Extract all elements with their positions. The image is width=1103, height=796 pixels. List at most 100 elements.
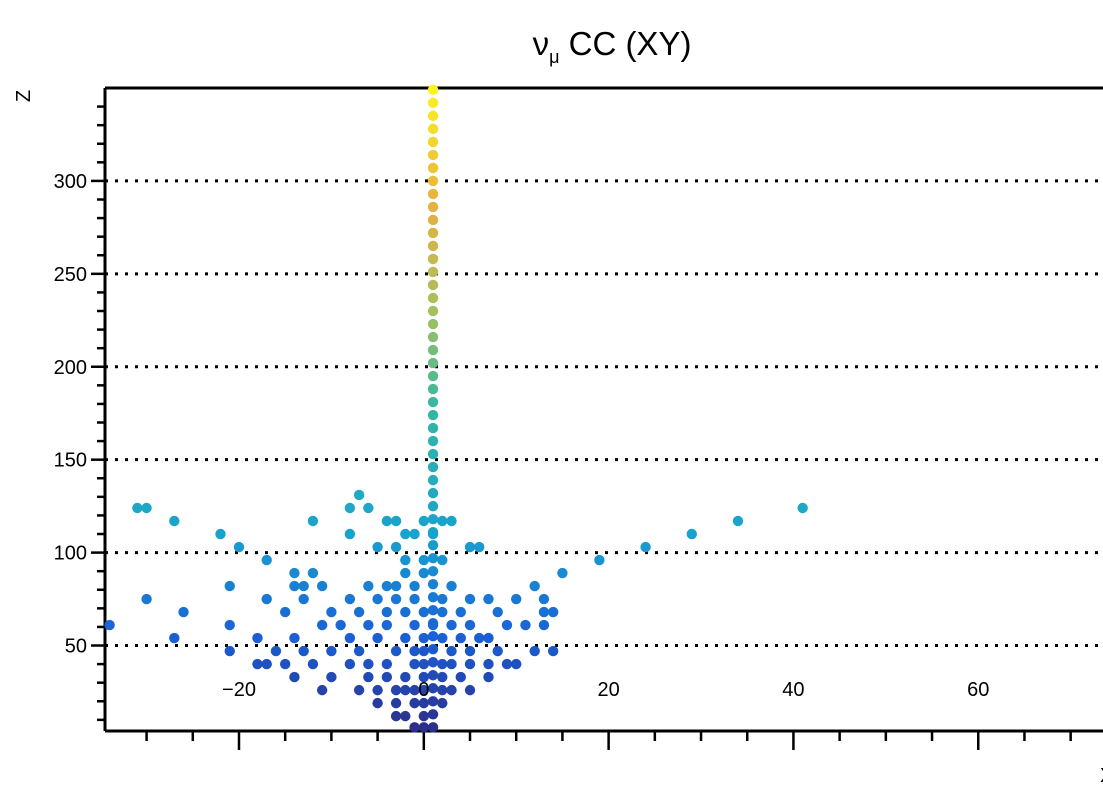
scatter-point xyxy=(400,710,411,722)
scatter-point xyxy=(418,567,430,579)
scatter-point xyxy=(427,513,439,525)
x-tick-label-40: 40 xyxy=(782,679,804,701)
scatter-point xyxy=(427,136,439,148)
scatter-point xyxy=(409,697,420,709)
scatter-point xyxy=(390,645,402,657)
scatter-point xyxy=(409,580,420,592)
scatter-point xyxy=(446,684,457,696)
scatter-point xyxy=(381,658,393,670)
scatter-point xyxy=(363,619,374,631)
scatter-point xyxy=(547,606,559,618)
scatter-point xyxy=(464,645,476,657)
scatter-point xyxy=(372,593,383,605)
scatter-point xyxy=(169,632,180,644)
scatter-point xyxy=(520,619,531,631)
scatter-point xyxy=(427,422,439,434)
scatter-point xyxy=(464,541,476,553)
scatter-point xyxy=(178,606,189,618)
scatter-point xyxy=(326,671,337,683)
scatter-point xyxy=(594,554,605,566)
scatter-point xyxy=(446,658,457,670)
scatter-point xyxy=(427,487,439,499)
scatter-point xyxy=(437,632,448,644)
scatter-point xyxy=(427,162,439,174)
scatter-point xyxy=(233,541,245,553)
scatter-point xyxy=(409,593,420,605)
scatter-point xyxy=(400,632,411,644)
scatter-point xyxy=(418,697,430,709)
scatter-point xyxy=(529,645,540,657)
scatter-point xyxy=(390,515,402,527)
scatter-point xyxy=(104,619,115,631)
scatter-point xyxy=(427,565,439,577)
scatter-point xyxy=(538,593,550,605)
scatter-point xyxy=(427,631,439,642)
scatter-point xyxy=(381,606,393,618)
y-tick-label-200: 200 xyxy=(54,357,87,379)
scatter-point xyxy=(298,580,309,592)
scatter-point xyxy=(363,671,374,683)
y-tick-label-250: 250 xyxy=(54,264,87,286)
scatter-point xyxy=(437,684,448,696)
scatter-point xyxy=(307,515,319,527)
scatter-point xyxy=(501,658,513,670)
scatter-point xyxy=(538,619,550,631)
scatter-point xyxy=(446,645,457,657)
scatter-point xyxy=(427,84,439,96)
scatter-point xyxy=(538,606,550,618)
scatter-point xyxy=(390,593,402,605)
scatter-point xyxy=(316,684,328,696)
scatter-point xyxy=(224,645,235,657)
scatter-point xyxy=(427,331,439,343)
scatter-point xyxy=(686,528,697,540)
scatter-point xyxy=(427,175,439,187)
scatter-point xyxy=(400,554,411,566)
scatter-point xyxy=(455,632,466,644)
tick-labels: 50 100 150 200 250 300 −20 0 20 40 60 xyxy=(54,171,990,701)
scatter-point xyxy=(400,567,411,579)
data-points xyxy=(104,84,808,733)
scatter-point xyxy=(427,644,439,655)
scatter-point xyxy=(464,658,476,670)
x-axis-title: X xyxy=(1100,765,1103,787)
scatter-point xyxy=(427,528,439,540)
y-axis-title: Z xyxy=(13,90,35,102)
scatter-point xyxy=(427,709,439,720)
scatter-point xyxy=(427,370,439,382)
axes xyxy=(91,86,1103,750)
y-tick-label-300: 300 xyxy=(54,171,87,193)
scatter-point xyxy=(252,658,263,670)
scatter-point xyxy=(298,593,309,605)
scatter-point xyxy=(427,539,439,551)
scatter-point xyxy=(326,606,337,618)
scatter-point xyxy=(390,580,402,592)
scatter-point xyxy=(289,671,300,683)
scatter-point xyxy=(427,266,439,278)
scatter-point xyxy=(732,515,744,527)
scatter-point xyxy=(427,500,439,512)
scatter-point xyxy=(455,606,466,618)
scatter-point xyxy=(483,632,494,644)
scatter-point xyxy=(427,435,439,447)
scatter-point xyxy=(344,658,356,670)
scatter-point xyxy=(141,502,152,514)
scatter-point xyxy=(418,554,430,566)
scatter-point xyxy=(418,515,430,527)
scatter-point xyxy=(427,318,439,330)
scatter-point xyxy=(492,645,503,657)
scatter-point xyxy=(169,515,180,527)
scatter-point xyxy=(427,591,439,603)
scatter-point xyxy=(363,580,374,592)
scatter-point xyxy=(427,657,439,668)
scatter-point xyxy=(372,632,383,644)
scatter-point xyxy=(427,696,439,707)
scatter-point xyxy=(446,515,457,527)
scatter-point xyxy=(474,632,485,644)
scatter-point xyxy=(427,552,439,564)
y-tick-label-50: 50 xyxy=(65,636,87,658)
scatter-point xyxy=(390,697,402,709)
scatter-point xyxy=(427,344,439,356)
scatter-point xyxy=(437,593,448,605)
scatter-point xyxy=(418,722,430,733)
scatter-point xyxy=(344,593,356,605)
